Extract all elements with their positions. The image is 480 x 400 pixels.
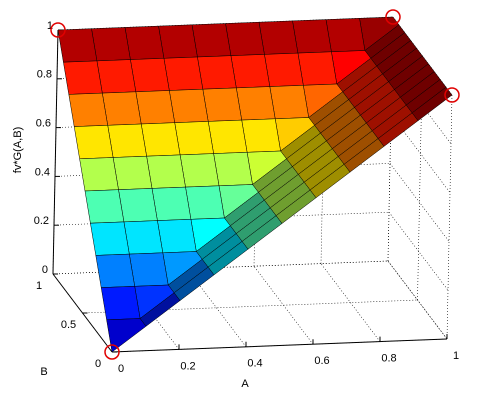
grid-line (320, 263, 381, 342)
grid-line (387, 260, 448, 340)
surface-patch (325, 18, 366, 53)
grid-line (390, 114, 451, 193)
surface-patch (135, 90, 175, 125)
y-tick-label: 1 (36, 280, 42, 292)
x-tick-label: 0.2 (180, 360, 195, 372)
z-tick-label: 1 (47, 20, 53, 32)
surface-patch (292, 19, 332, 54)
surface-patch (179, 153, 220, 188)
surface-patch (258, 20, 299, 55)
z-tick-label: 0.6 (36, 118, 51, 130)
surface-patch (84, 189, 125, 224)
z-axis-label: fv*G(A,B) (12, 127, 24, 173)
surface-patch (102, 91, 142, 126)
surface-patch (118, 188, 158, 223)
surface-patch (123, 220, 164, 255)
surface-patch (197, 55, 237, 90)
surface-patch (112, 155, 153, 190)
surface-patch (95, 253, 135, 288)
surface-patch (73, 125, 114, 160)
grid-line (389, 163, 450, 242)
surface-patch (191, 23, 232, 58)
grid-line (82, 299, 418, 314)
surface-patch (151, 186, 192, 221)
y-tick-label: 0.5 (61, 319, 76, 331)
surface-patch (202, 87, 242, 122)
highlight-marker (104, 344, 120, 360)
surface-patch (146, 154, 186, 189)
grid-line (446, 94, 453, 340)
surface-patch (90, 221, 130, 256)
x-axis-line (111, 338, 448, 353)
surface-patch (225, 21, 265, 56)
surface-patch (68, 92, 108, 127)
highlight-marker (50, 22, 66, 38)
x-tick-label: 0.4 (247, 358, 262, 370)
highlight-marker (444, 87, 460, 103)
surface-patch (130, 58, 170, 93)
surface-patch (169, 88, 209, 123)
grid-line (53, 211, 390, 226)
z-tick-label: 0.2 (34, 215, 49, 227)
surface-patch (129, 252, 169, 287)
surface-patch (269, 85, 309, 120)
surface-patch (230, 54, 271, 89)
surface-patch (213, 152, 253, 187)
x-tick-label: 1 (453, 350, 459, 362)
z-axis-line (52, 29, 59, 275)
grid-line (388, 212, 449, 291)
surface-patch (106, 318, 147, 353)
surface-patch (157, 219, 197, 254)
surface-patch (236, 86, 276, 121)
surface-patch (63, 60, 103, 95)
surface-patch (207, 119, 248, 154)
y-axis-label: B (40, 366, 47, 378)
surface-patch (100, 286, 141, 321)
y-tick-label: 0 (95, 358, 101, 370)
x-tick-label: 0.6 (314, 355, 329, 367)
grid-line (52, 260, 389, 275)
surface-patch (158, 24, 198, 59)
surface-patch (264, 52, 304, 87)
z-tick-label: 0.4 (35, 166, 50, 178)
surface-patch (163, 56, 204, 91)
x-tick-label: 0 (118, 363, 124, 375)
surface-patch (140, 122, 181, 157)
x-tick-label: 0.8 (381, 353, 396, 365)
surface-patch (124, 25, 165, 60)
surface-patch (96, 59, 137, 94)
z-tick-label: 0.8 (37, 69, 52, 81)
surface-patch (241, 118, 281, 153)
z-tick-label: 0 (42, 264, 48, 276)
surface-patch (297, 51, 338, 86)
x-axis-label: A (241, 378, 249, 390)
surface-patch (107, 123, 147, 158)
surface-patch (174, 121, 214, 156)
surface-patch (79, 157, 119, 192)
surface-patch (91, 27, 131, 62)
highlight-marker (385, 9, 401, 25)
surface-patch (185, 185, 225, 220)
